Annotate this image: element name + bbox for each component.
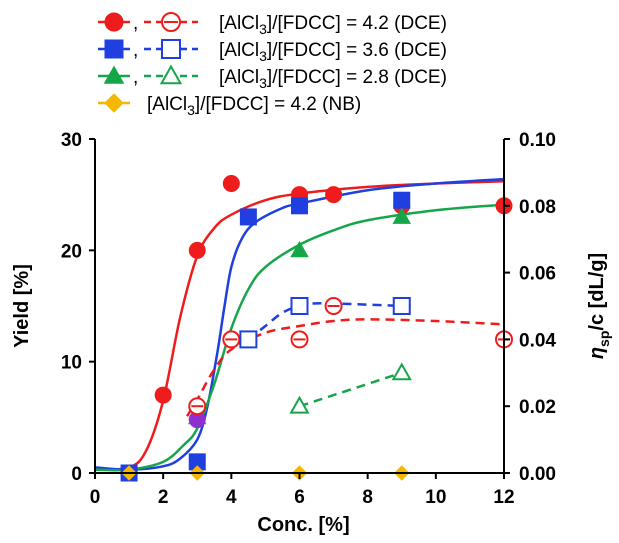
legend-comma: , — [133, 40, 138, 61]
y-left-tick-label: 0 — [71, 464, 82, 485]
data-point-red-circle — [188, 241, 206, 259]
legend: , [AlCl3]/[FDCC] = 4.2 (DCE), [AlCl3]/[FDC… — [98, 12, 447, 118]
data-point-red-circle — [222, 175, 240, 193]
y-left-tick-label: 10 — [61, 353, 82, 374]
legend-label: [AlCl3]/[FDCC] = 3.6 (DCE) — [219, 40, 447, 64]
data-point-green-triangle — [392, 207, 412, 224]
legend-marker-open — [161, 39, 181, 59]
x-tick-label: 4 — [226, 487, 237, 508]
y-right-tick-label: 0.08 — [519, 197, 556, 218]
legend-marker-open — [159, 64, 183, 85]
legend-entry: , [AlCl3]/[FDCC] = 3.6 (DCE) — [98, 39, 447, 64]
data-point-green-triangle-open — [289, 395, 310, 414]
legend-comma: , — [133, 13, 138, 34]
y-left-axis-title: Yield [%] — [11, 264, 33, 348]
x-tick-label: 0 — [90, 487, 101, 508]
y-right-axis-title: ηsp/c [dL/g] — [586, 253, 612, 359]
fit-curve-red-solid — [94, 180, 505, 471]
plot-area — [94, 175, 513, 482]
fit-curve-green-solid — [94, 203, 505, 472]
data-point-green-triangle-open — [391, 362, 412, 381]
y-left-tick-label: 20 — [61, 241, 82, 262]
legend-comma: , — [133, 67, 138, 88]
y-right-tick-label: 0.06 — [519, 264, 556, 285]
x-tick-label: 10 — [425, 487, 446, 508]
fit-curve-red-dashed — [185, 318, 505, 417]
legend-label: [AlCl3]/[FDCC] = 2.8 (DCE) — [219, 67, 447, 91]
data-point-blue-square-open — [239, 330, 258, 349]
data-point-green-triangle — [290, 240, 309, 258]
x-tick-label: 12 — [493, 487, 514, 508]
data-point-blue-square-open — [290, 297, 309, 315]
y-right-tick-label: 0.04 — [519, 330, 556, 351]
fit-curve-green-dashed — [299, 371, 403, 408]
legend-entry: , [AlCl3]/[FDCC] = 4.2 (DCE) — [98, 12, 447, 37]
x-tick-label: 2 — [158, 487, 169, 508]
y-right-tick-label: 0.10 — [519, 130, 556, 151]
y-right-tick-label: 0.02 — [519, 397, 556, 418]
legend-label: [AlCl3]/[FDCC] = 4.2 (DCE) — [219, 13, 447, 37]
x-tick-label: 6 — [294, 487, 305, 508]
legend-entry: [AlCl3]/[FDCC] = 4.2 (NB) — [98, 93, 361, 118]
legend-label: [AlCl3]/[FDCC] = 4.2 (NB) — [147, 94, 361, 118]
axes: 0 2 4 6 8 10 12 0 10 20 30 0.00 0.02 0.04 0.06 0.08 0.10… — [11, 130, 612, 536]
fit-curve-blue-solid — [94, 177, 505, 471]
y-left-tick-label: 30 — [61, 130, 82, 151]
y-right-tick-label: 0.00 — [519, 464, 556, 485]
legend-entry: , [AlCl3]/[FDCC] = 2.8 (DCE) — [98, 64, 447, 91]
data-point-blue-square-open — [392, 297, 411, 315]
data-point-blue-square — [239, 208, 257, 226]
data-point-red-circle — [325, 186, 343, 204]
x-tick-label: 8 — [362, 487, 373, 508]
x-axis-title: Conc. [%] — [257, 514, 349, 536]
data-point-blue-square — [393, 191, 411, 209]
data-point-red-circle — [154, 386, 172, 404]
data-point-blue-square — [291, 197, 308, 215]
